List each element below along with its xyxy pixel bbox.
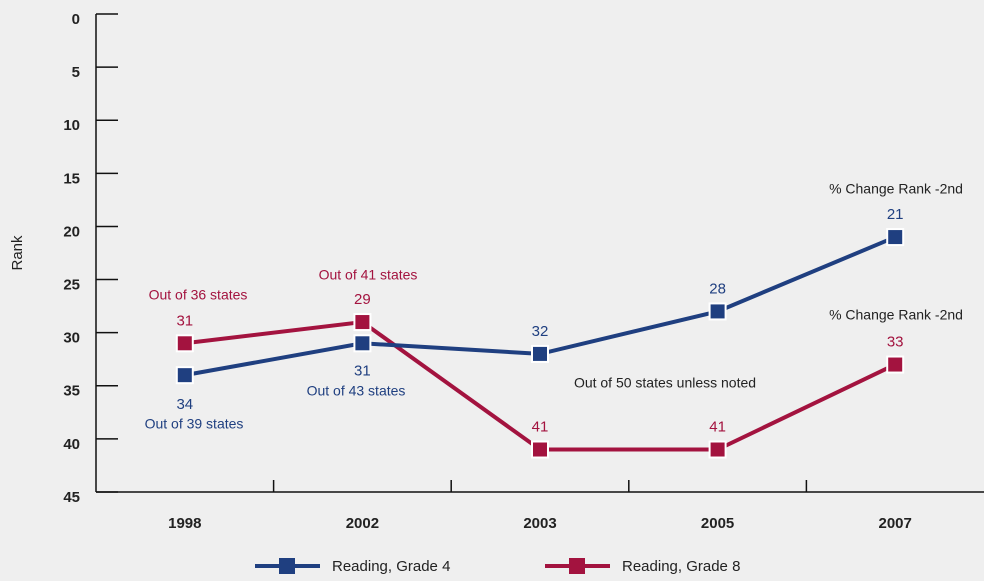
annotation: Out of 36 states (149, 287, 248, 303)
marker (531, 440, 549, 459)
y-tick-label: 45 (63, 489, 80, 506)
y-axis-label: Rank (9, 235, 26, 271)
y-tick-label: 35 (63, 383, 80, 400)
data-label: 41 (709, 418, 726, 435)
x-tick-label: 2003 (523, 515, 556, 532)
y-tick-label: 15 (63, 170, 80, 187)
legend-marker (569, 558, 585, 574)
y-tick-label: 25 (63, 277, 80, 294)
marker (531, 344, 549, 363)
data-label: 41 (532, 418, 549, 435)
annotation: % Change Rank -2nd (829, 307, 963, 323)
y-tick-label: 20 (63, 223, 80, 240)
annotation: % Change Rank -2nd (829, 181, 963, 197)
marker (886, 228, 905, 247)
annotation: Out of 50 states unless noted (574, 375, 756, 391)
marker (886, 355, 905, 374)
y-tick-label: 10 (63, 117, 80, 134)
data-label: 28 (709, 280, 726, 297)
marker (175, 366, 194, 385)
data-label: 34 (176, 396, 193, 413)
y-tick-label: 0 (72, 11, 80, 28)
annotation: Out of 43 states (307, 383, 406, 399)
marker (708, 302, 727, 321)
data-label: 31 (354, 362, 371, 379)
legend-label: Reading, Grade 4 (332, 558, 450, 575)
marker (353, 334, 372, 353)
data-label: 21 (887, 206, 904, 223)
x-tick-label: 2007 (879, 515, 912, 532)
marker (175, 334, 194, 353)
x-tick-label: 1998 (168, 515, 201, 532)
annotation: Out of 39 states (145, 416, 244, 432)
data-label: 33 (887, 334, 904, 351)
y-tick-label: 30 (63, 330, 80, 347)
y-tick-label: 40 (63, 436, 80, 453)
y-tick-label: 5 (72, 64, 80, 81)
data-label: 29 (354, 291, 371, 308)
data-label: 32 (532, 323, 549, 340)
data-label: 31 (176, 312, 193, 329)
marker (353, 313, 372, 332)
x-tick-label: 2005 (701, 515, 734, 532)
marker (708, 440, 727, 459)
annotation: Out of 41 states (319, 267, 418, 283)
x-tick-label: 2002 (346, 515, 379, 532)
legend-marker (279, 558, 295, 574)
legend-label: Reading, Grade 8 (622, 558, 740, 575)
